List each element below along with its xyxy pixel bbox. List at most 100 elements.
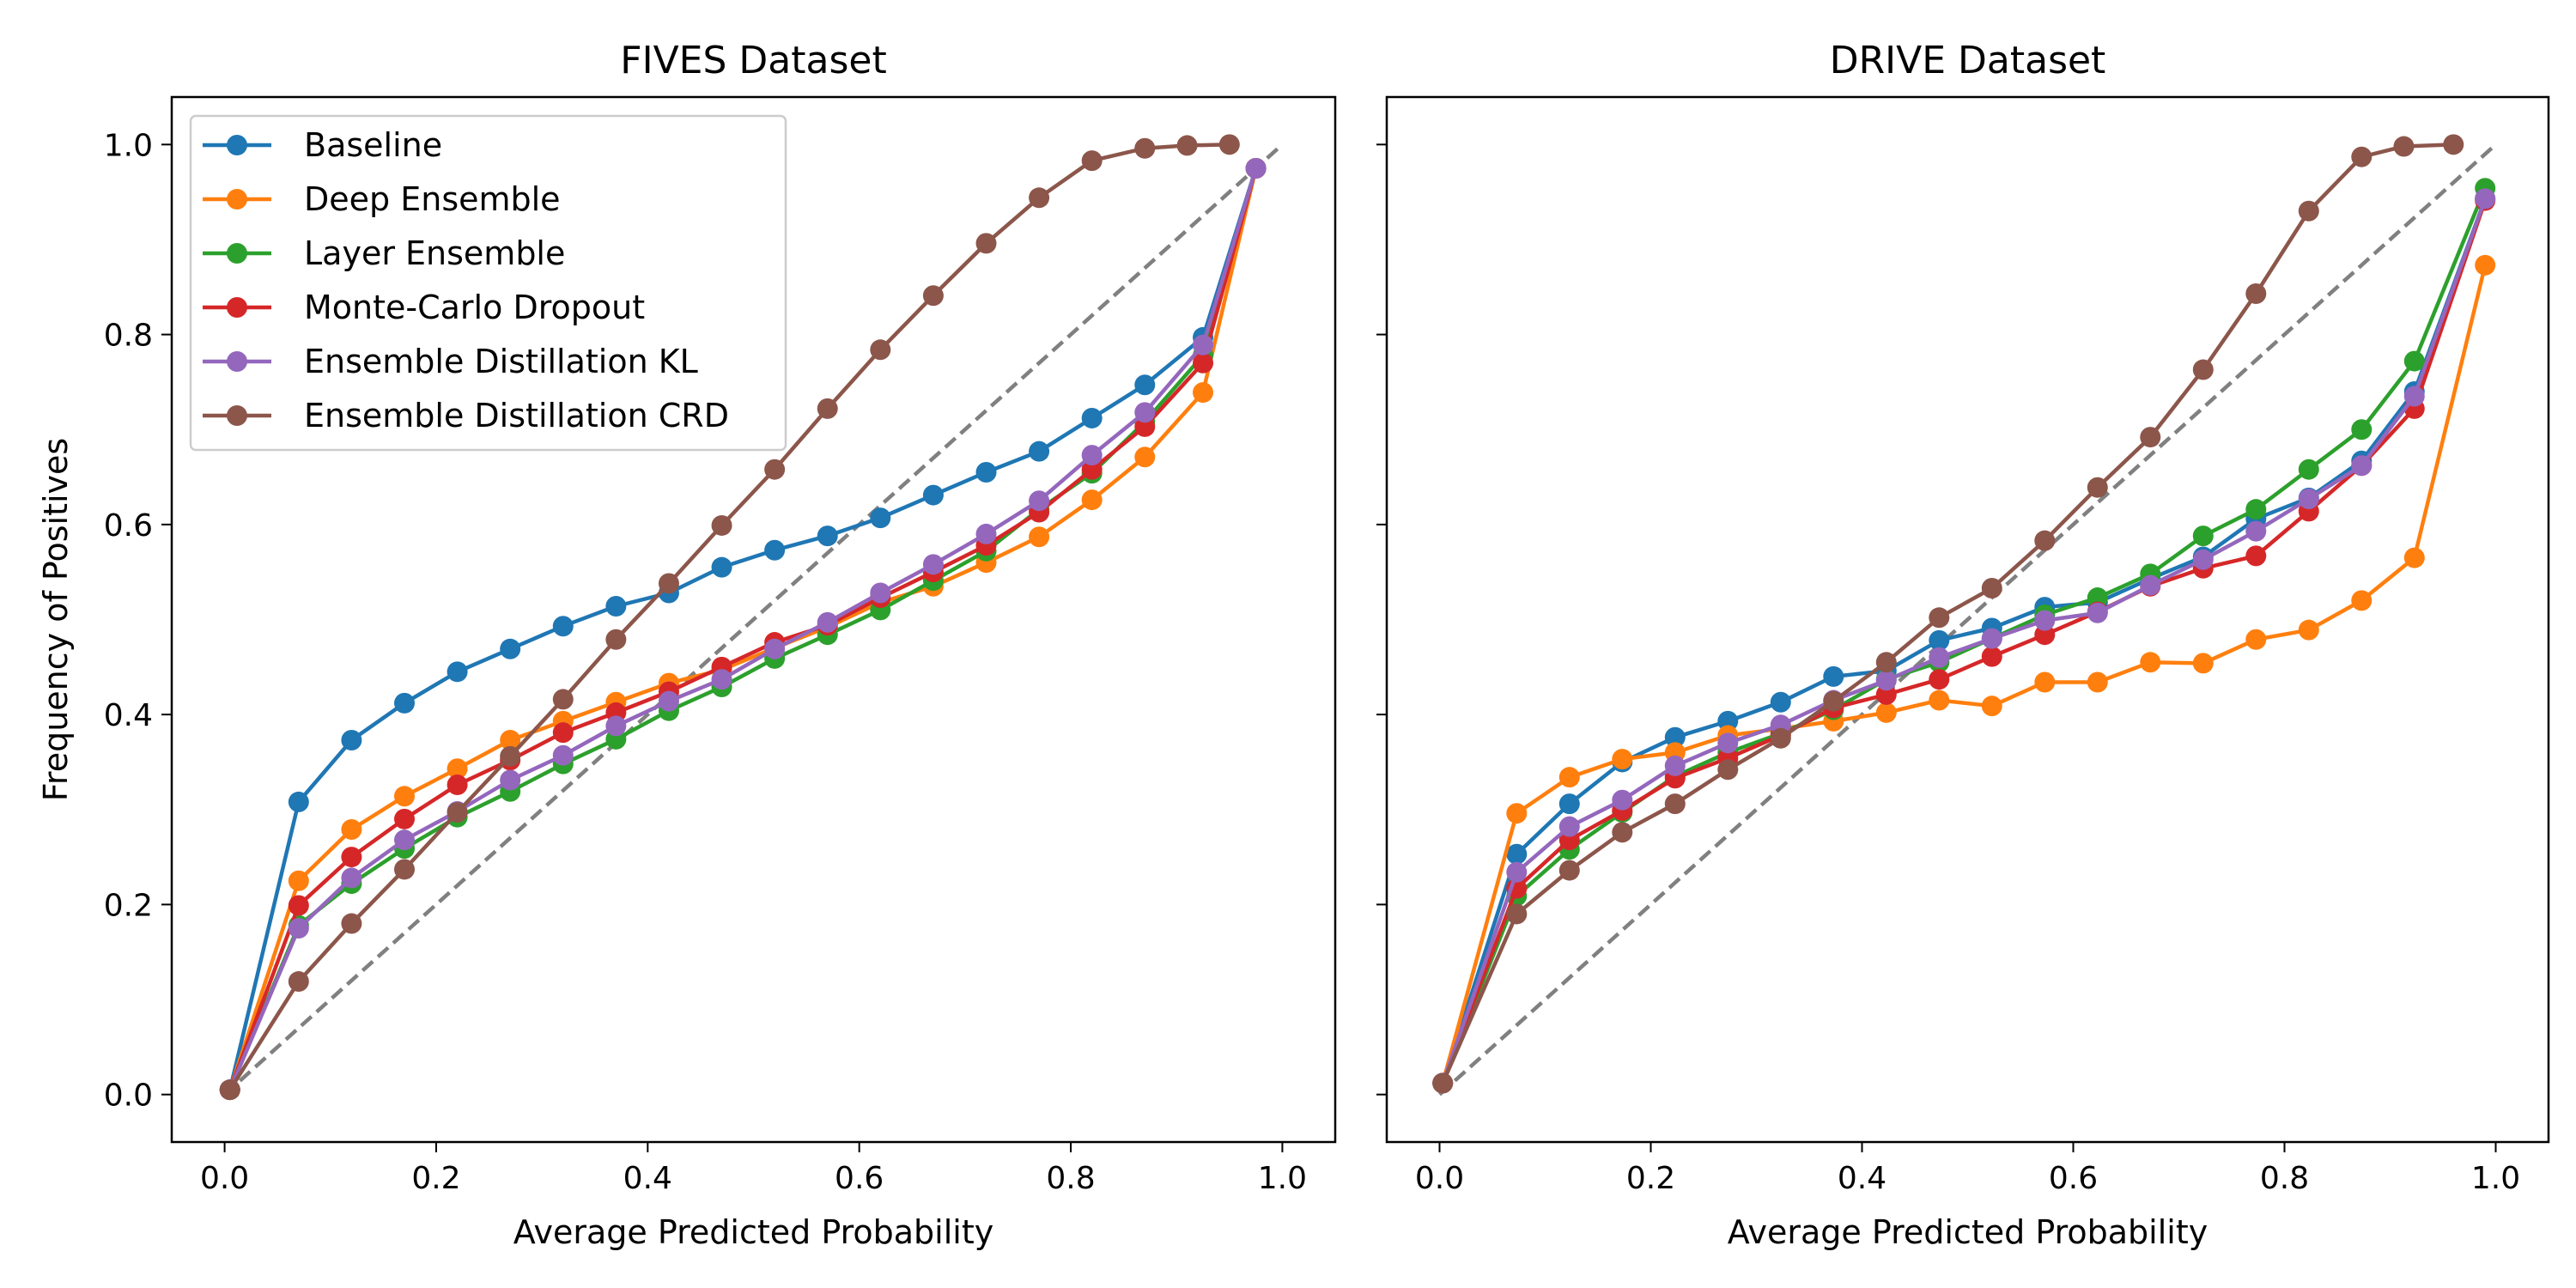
data-point-monte-carlo-dropout [1981, 646, 2002, 667]
x-tick-label: 0.6 [835, 1161, 884, 1196]
y-tick-label: 0.4 [104, 698, 153, 733]
data-point-ensemble-distillation-kl [1717, 732, 1739, 754]
reference-diagonal-line [1437, 143, 2498, 1097]
data-point-ensemble-distillation-kl [922, 554, 944, 575]
data-point-baseline [500, 638, 521, 659]
y-tick-label: 1.0 [104, 128, 153, 163]
data-point-ensemble-distillation-crd [1029, 187, 1050, 209]
data-point-baseline [975, 462, 997, 483]
data-point-ensemble-distillation-crd [1612, 822, 1633, 843]
data-point-ensemble-distillation-kl [394, 829, 415, 851]
series-line-monte-carlo-dropout [227, 166, 1259, 1093]
data-point-monte-carlo-dropout [288, 895, 309, 916]
x-tick-label: 0.8 [2260, 1161, 2309, 1196]
data-point-ensemble-distillation-kl [711, 669, 732, 690]
data-point-ensemble-distillation-kl [1134, 402, 1156, 423]
data-point-ensemble-distillation-kl [288, 918, 309, 939]
data-point-baseline [817, 526, 838, 547]
data-point-ensemble-distillation-crd [711, 514, 732, 536]
y-tick-label: 0.8 [104, 319, 153, 354]
data-point-deep-ensemble [1029, 526, 1050, 548]
data-point-ensemble-distillation-crd [1218, 134, 1240, 155]
data-point-ensemble-distillation-kl [2087, 602, 2108, 623]
x-tick-label: 1.0 [1258, 1161, 1307, 1196]
data-point-ensemble-distillation-crd [764, 459, 786, 480]
x-tick-label: 0.4 [1838, 1161, 1886, 1196]
data-point-deep-ensemble [1558, 767, 1580, 788]
data-point-ensemble-distillation-crd [1875, 652, 1897, 673]
data-point-deep-ensemble [1134, 447, 1156, 468]
data-point-deep-ensemble [447, 758, 468, 780]
data-point-ensemble-distillation-crd [2140, 427, 2161, 448]
x-tick-label: 0.4 [623, 1161, 672, 1196]
data-point-deep-ensemble [1612, 749, 1633, 770]
data-point-deep-ensemble [2298, 619, 2319, 641]
data-point-ensemble-distillation-crd [288, 971, 309, 993]
data-point-deep-ensemble [1875, 702, 1897, 723]
data-point-ensemble-distillation-kl [817, 611, 838, 633]
data-point-baseline [341, 730, 362, 751]
data-point-deep-ensemble [1193, 382, 1214, 404]
data-point-ensemble-distillation-crd [1506, 903, 1528, 925]
chart-title: DRIVE Dataset [1830, 39, 2106, 82]
x-axis-label: Average Predicted Probability [1728, 1213, 2208, 1251]
data-point-baseline [394, 692, 415, 714]
data-point-ensemble-distillation-kl [1612, 789, 1633, 811]
data-point-ensemble-distillation-kl [500, 769, 521, 791]
legend-swatch-marker-deep-ensemble [227, 189, 247, 210]
data-point-deep-ensemble [394, 786, 415, 807]
data-point-ensemble-distillation-kl [1929, 647, 1950, 668]
data-point-deep-ensemble [2475, 254, 2496, 276]
data-point-ensemble-distillation-kl [870, 582, 891, 604]
series-line-ensemble-distillation-kl [1440, 196, 2488, 1086]
data-point-ensemble-distillation-kl [2192, 549, 2214, 570]
data-point-baseline [1664, 726, 1686, 748]
data-point-deep-ensemble [2192, 653, 2214, 674]
data-point-monte-carlo-dropout [1875, 683, 1897, 705]
data-point-ensemble-distillation-crd [1664, 793, 1686, 815]
data-point-deep-ensemble [2034, 671, 2056, 693]
data-point-layer-ensemble [2087, 587, 2108, 609]
data-point-ensemble-distillation-kl [2140, 574, 2161, 596]
y-axis-label: Frequency of Positives [37, 438, 75, 801]
data-point-ensemble-distillation-crd [2393, 136, 2415, 157]
data-point-ensemble-distillation-crd [2443, 134, 2464, 155]
data-point-ensemble-distillation-kl [1029, 490, 1050, 512]
data-point-ensemble-distillation-crd [394, 859, 415, 880]
legend-label-baseline: Baseline [304, 126, 442, 164]
x-tick-label: 0.6 [2049, 1161, 2098, 1196]
data-point-ensemble-distillation-crd [1823, 690, 1844, 712]
data-point-ensemble-distillation-kl [552, 744, 574, 766]
data-point-ensemble-distillation-crd [922, 285, 944, 307]
data-point-ensemble-distillation-crd [870, 339, 891, 361]
x-tick-label: 1.0 [2471, 1161, 2520, 1196]
data-point-baseline [288, 791, 309, 812]
series-line-ensemble-distillation-crd [227, 143, 1232, 1093]
data-point-ensemble-distillation-crd [341, 913, 362, 934]
data-point-layer-ensemble [2245, 499, 2267, 520]
data-point-ensemble-distillation-kl [2034, 610, 2056, 631]
data-point-ensemble-distillation-crd [605, 629, 627, 650]
data-point-layer-ensemble [2403, 350, 2425, 372]
data-point-baseline [1134, 374, 1156, 396]
data-point-baseline [1506, 843, 1528, 865]
fives-subplot: 0.0 0.2 0.4 0.6 0.8 1.0 0.0 0.2 0.4 0.6 0.8 1.0 FIVE… [37, 39, 1337, 1251]
data-point-ensemble-distillation-crd [1981, 577, 2002, 598]
legend-label-ensemble-distillation-kl: Ensemble Distillation KL [304, 343, 698, 380]
legend-swatch-marker-ensemble-distillation-crd [227, 405, 247, 426]
data-point-ensemble-distillation-crd [2192, 359, 2214, 380]
data-point-ensemble-distillation-crd [1134, 137, 1156, 159]
data-point-deep-ensemble [1929, 690, 1950, 711]
data-point-ensemble-distillation-crd [447, 802, 468, 823]
data-point-monte-carlo-dropout [1081, 459, 1103, 480]
legend-label-ensemble-distillation-crd: Ensemble Distillation CRD [304, 397, 729, 434]
data-point-monte-carlo-dropout [1193, 352, 1214, 374]
y-tick-label: 0.6 [104, 508, 153, 544]
x-tick-label: 0.8 [1046, 1161, 1095, 1196]
x-tick-label: 0.2 [411, 1161, 460, 1196]
data-point-monte-carlo-dropout [1134, 416, 1156, 437]
data-point-layer-ensemble [2351, 419, 2372, 440]
data-point-monte-carlo-dropout [2034, 624, 2056, 646]
data-point-ensemble-distillation-crd [975, 233, 997, 254]
